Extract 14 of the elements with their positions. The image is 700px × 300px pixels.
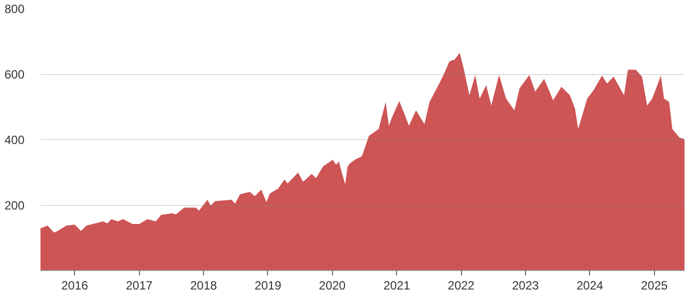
x-tick-label: 2018 (190, 278, 218, 292)
x-tick-label: 2021 (383, 278, 410, 292)
x-tick-label: 2020 (318, 278, 346, 292)
y-tick-label: 200 (4, 198, 25, 212)
y-tick-label: 400 (4, 133, 25, 147)
x-tick-label: 2022 (448, 278, 475, 292)
y-tick-label: 800 (4, 2, 25, 16)
x-tick-label: 2017 (126, 278, 153, 292)
x-tick-label: 2024 (576, 278, 604, 292)
x-tick-label: 2023 (512, 278, 540, 292)
y-tick-label: 600 (4, 68, 25, 82)
x-tick-label: 2025 (641, 278, 668, 292)
x-tick-label: 2019 (254, 278, 282, 292)
x-tick-label: 2016 (61, 278, 88, 292)
